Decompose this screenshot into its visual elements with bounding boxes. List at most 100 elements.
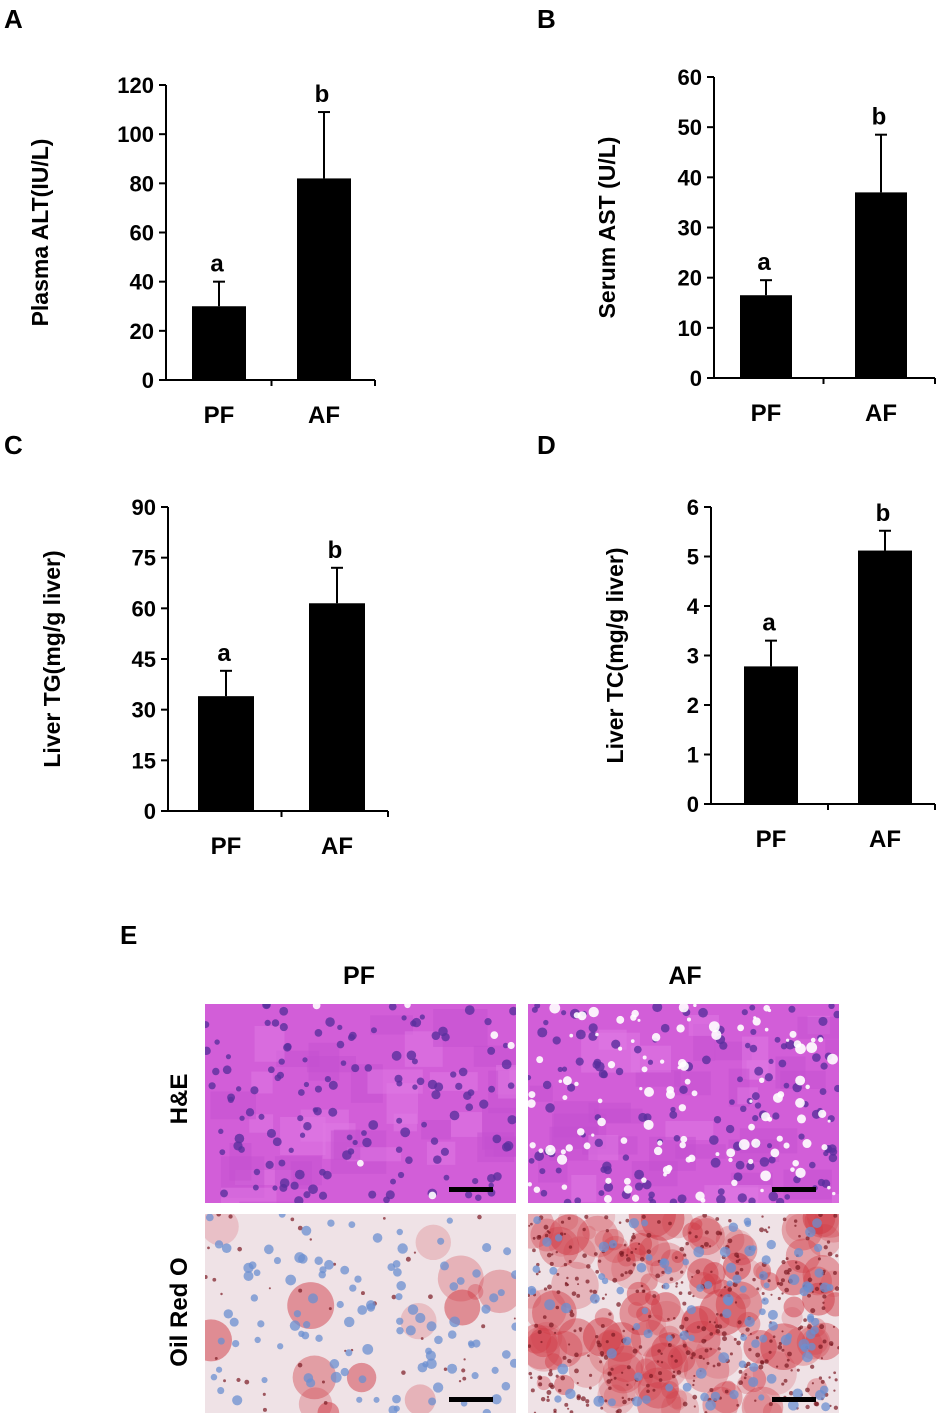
nucleus [482, 1408, 491, 1413]
nucleus [784, 1194, 791, 1200]
nucleus [422, 1361, 429, 1368]
nucleus [819, 1282, 830, 1293]
lipid-droplet [834, 1378, 838, 1382]
nucleus [235, 1086, 242, 1092]
lipid-droplet [567, 1358, 572, 1364]
nucleus [543, 1019, 549, 1026]
lipid-droplet [744, 1372, 748, 1376]
nucleus [632, 1396, 643, 1407]
lipid-droplet [784, 1287, 790, 1293]
lipid-droplet [599, 1360, 603, 1364]
nucleus [554, 1234, 563, 1242]
y-tick-label: 40 [678, 165, 702, 190]
lipid-droplet [676, 1370, 682, 1375]
nucleus [652, 1004, 663, 1013]
lipid-droplet [759, 1227, 765, 1233]
nucleus [700, 1392, 709, 1402]
cytoplasm-patch [347, 1147, 402, 1162]
lipid-droplet [727, 1287, 733, 1292]
lipid-droplet [758, 1364, 764, 1370]
lipid-vacuole [569, 1033, 574, 1038]
lipid-droplet [803, 1318, 807, 1322]
lipid-droplet [761, 1291, 765, 1295]
nucleus [821, 1402, 831, 1412]
nucleus [754, 1102, 762, 1109]
nucleus [308, 1184, 318, 1195]
nucleus [426, 1321, 437, 1332]
nucleus [728, 1222, 739, 1232]
lipid-stain [687, 1258, 719, 1290]
lipid-vacuole [737, 1024, 745, 1032]
lipid-droplet [768, 1402, 773, 1407]
y-tick-label: 40 [130, 270, 154, 295]
lipid-droplet [207, 1246, 210, 1250]
lipid-droplet [807, 1324, 812, 1329]
lipid-droplet [745, 1327, 750, 1332]
nucleus [669, 1110, 678, 1119]
nucleus [217, 1337, 225, 1345]
lipid-droplet [612, 1277, 618, 1283]
lipid-droplet [391, 1294, 397, 1300]
lipid-droplet [701, 1326, 707, 1332]
nucleus [641, 1307, 649, 1315]
lipid-droplet [538, 1382, 543, 1387]
nucleus [410, 1020, 417, 1027]
lipid-droplet [605, 1228, 610, 1233]
nucleus [293, 1310, 302, 1318]
lipid-vacuole [528, 1099, 536, 1108]
lipid-droplet [582, 1253, 587, 1258]
lipid-droplet [262, 1392, 266, 1396]
lipid-vacuole [538, 1148, 544, 1154]
lipid-droplet [715, 1328, 721, 1334]
nucleus [772, 1112, 780, 1120]
y-tick-label: 10 [678, 316, 702, 341]
nucleus [318, 1191, 328, 1200]
lipid-droplet [528, 1344, 532, 1348]
nucleus [443, 1174, 450, 1181]
nucleus [552, 1036, 561, 1045]
lipid-droplet [530, 1376, 533, 1379]
nucleus [328, 1107, 338, 1117]
lipid-vacuole [630, 1039, 635, 1043]
lipid-droplet [833, 1271, 837, 1275]
lipid-vacuole [790, 1167, 795, 1172]
lipid-stain [690, 1217, 703, 1231]
nucleus [749, 1044, 758, 1053]
lipid-vacuole [679, 1061, 689, 1071]
nucleus [297, 1115, 304, 1122]
lipid-stain [626, 1242, 646, 1262]
lipid-stain [725, 1233, 758, 1266]
nucleus [340, 1060, 347, 1066]
lipid-droplet [652, 1388, 656, 1392]
lipid-droplet [623, 1243, 627, 1247]
lipid-droplet [595, 1335, 599, 1339]
nucleus [695, 1367, 707, 1379]
y-tick-label: 90 [132, 495, 156, 520]
lipid-droplet [728, 1219, 732, 1223]
nucleus [733, 1172, 743, 1182]
nucleus [324, 1075, 332, 1083]
y-tick-label: 3 [687, 644, 699, 669]
nucleus [302, 1057, 308, 1063]
lipid-droplet [546, 1252, 552, 1258]
lipid-droplet [826, 1240, 831, 1244]
lipid-droplet [589, 1289, 593, 1293]
lipid-droplet [543, 1224, 549, 1230]
lipid-droplet [690, 1356, 694, 1360]
cytoplasm-patch [831, 1194, 839, 1203]
lipid-droplet [703, 1241, 709, 1247]
lipid-vacuole [547, 1148, 552, 1152]
cytoplasm-patch [553, 1101, 599, 1138]
lipid-stain [671, 1250, 684, 1264]
nucleus [330, 1371, 342, 1383]
nucleus [482, 1243, 492, 1253]
nucleus [475, 1194, 482, 1202]
nucleus [814, 1268, 824, 1278]
nucleus [673, 1135, 681, 1142]
lipid-droplet [620, 1273, 624, 1277]
lipid-vacuole [616, 1015, 625, 1024]
lipid-vacuole [760, 1188, 764, 1193]
lipid-droplet [736, 1340, 741, 1346]
lipid-droplet [553, 1331, 557, 1334]
nucleus [395, 1293, 403, 1301]
